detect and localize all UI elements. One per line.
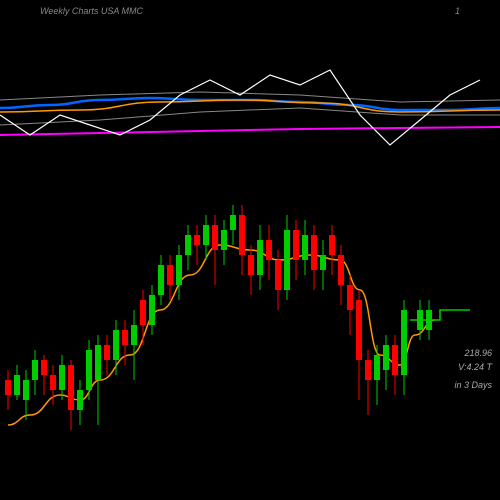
chart-canvas — [0, 0, 500, 500]
chart-header-value: 1 — [455, 6, 460, 16]
change-label: V:4.24 T — [458, 362, 492, 372]
price-label: 218.96 — [464, 348, 492, 358]
stock-chart[interactable]: Weekly Charts USA MMC 1 218.96 V:4.24 T … — [0, 0, 500, 500]
chart-title: Weekly Charts USA MMC — [40, 6, 143, 16]
period-label: in 3 Days — [454, 380, 492, 390]
